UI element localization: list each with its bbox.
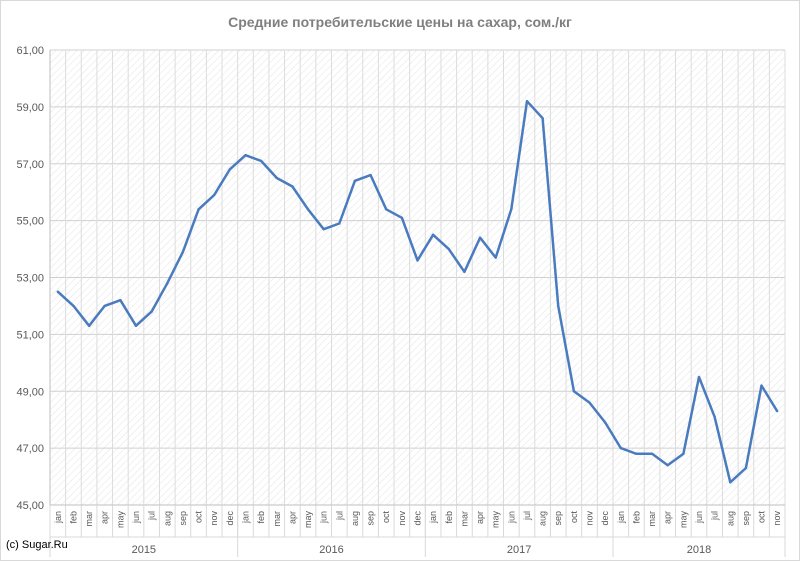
- x-tick-label: dec: [600, 511, 610, 526]
- x-tick-label: oct: [757, 511, 767, 524]
- y-tick-label: 45,00: [16, 500, 44, 512]
- x-tick-label: aug: [725, 511, 735, 526]
- y-tick-label: 59,00: [16, 102, 44, 114]
- x-tick-label: oct: [569, 511, 579, 524]
- x-tick-label: jan: [616, 511, 626, 524]
- x-tick-label: oct: [381, 511, 391, 524]
- x-tick-label: apr: [663, 511, 673, 524]
- x-tick-label: jun: [694, 511, 704, 524]
- x-tick-label: feb: [256, 511, 266, 524]
- chart-title: Средние потребительские цены на сахар, с…: [228, 14, 572, 30]
- x-tick-label: aug: [538, 511, 548, 526]
- x-tick-label: jan: [428, 511, 438, 524]
- x-tick-label: dec: [413, 511, 423, 526]
- x-tick-label: may: [491, 511, 501, 529]
- x-tick-label: jun: [131, 511, 141, 524]
- x-tick-label: nov: [209, 511, 219, 526]
- y-tick-label: 49,00: [16, 386, 44, 398]
- x-tick-label: may: [115, 511, 125, 529]
- x-tick-label: apr: [475, 511, 485, 524]
- x-tick-label: nov: [397, 511, 407, 526]
- x-tick-label: feb: [631, 511, 641, 524]
- x-tick-label: jan: [53, 511, 63, 524]
- y-tick-label: 53,00: [16, 273, 44, 285]
- x-tick-label: sep: [741, 511, 751, 526]
- x-tick-label: sep: [178, 511, 188, 526]
- x-tick-label: mar: [647, 511, 657, 527]
- y-tick-label: 51,00: [16, 329, 44, 341]
- x-tick-label: sep: [366, 511, 376, 526]
- x-tick-label: mar: [84, 511, 94, 527]
- x-tick-label: jul: [522, 511, 532, 521]
- copyright-text: (c) Sugar.Ru: [6, 539, 68, 551]
- x-tick-label: aug: [162, 511, 172, 526]
- x-tick-label: feb: [68, 511, 78, 524]
- y-tick-label: 61,00: [16, 45, 44, 57]
- x-tick-label: jun: [506, 511, 516, 524]
- x-tick-label: nov: [585, 511, 595, 526]
- x-tick-label: apr: [287, 511, 297, 524]
- year-label: 2017: [507, 544, 531, 556]
- year-label: 2016: [319, 544, 343, 556]
- year-label: 2018: [687, 544, 711, 556]
- x-tick-label: nov: [772, 511, 782, 526]
- x-tick-label: dec: [225, 511, 235, 526]
- x-tick-label: jan: [240, 511, 250, 524]
- x-tick-label: mar: [272, 511, 282, 527]
- x-tick-label: feb: [444, 511, 454, 524]
- x-tick-label: jul: [147, 511, 157, 521]
- x-tick-label: jun: [319, 511, 329, 524]
- year-label: 2015: [132, 544, 156, 556]
- x-tick-label: sep: [553, 511, 563, 526]
- x-tick-label: oct: [194, 511, 204, 524]
- x-tick-label: may: [678, 511, 688, 529]
- y-tick-label: 57,00: [16, 159, 44, 171]
- series-line: [56, 99, 779, 484]
- x-tick-label: apr: [100, 511, 110, 524]
- x-tick-label: mar: [459, 511, 469, 527]
- x-tick-label: may: [303, 511, 313, 529]
- y-tick-label: 55,00: [16, 216, 44, 228]
- x-tick-label: jul: [710, 511, 720, 521]
- x-tick-label: aug: [350, 511, 360, 526]
- y-tick-label: 47,00: [16, 443, 44, 455]
- x-tick-label: jul: [334, 511, 344, 521]
